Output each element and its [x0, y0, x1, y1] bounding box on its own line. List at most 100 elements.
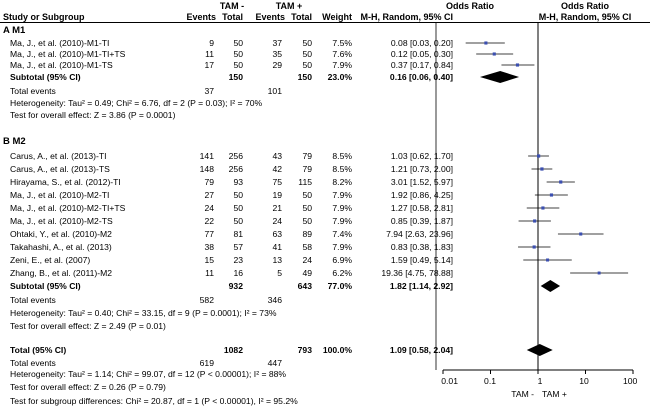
events2-cell: 346 [267, 295, 282, 305]
odds-ratio-cell: 0.83 [0.38, 1.83] [390, 242, 453, 252]
point-estimate [492, 52, 496, 56]
study-name: Ma, J., et al. (2010)-M1-TI+TS [10, 49, 126, 59]
weight-cell: 7.9% [332, 190, 352, 200]
total2-cell: 50 [302, 60, 312, 70]
total-label: Total (95% CI) [10, 345, 67, 355]
group1-header: TAM - [219, 1, 245, 11]
events2-cell: 43 [272, 151, 282, 161]
total-events-label: Total events [10, 295, 56, 305]
events1-header: Events [186, 12, 216, 22]
events1-cell: 141 [199, 151, 214, 161]
events2-cell: 19 [272, 190, 282, 200]
total-events-label: Total events [10, 86, 56, 96]
point-estimate [540, 167, 544, 171]
study-name: Ma, J., et al. (2010)-M1-TI [10, 38, 110, 48]
total1-cell: 81 [233, 229, 243, 239]
x-tick-label: 100 [623, 376, 638, 386]
events1-cell: 38 [204, 242, 214, 252]
weight-cell: 8.5% [332, 151, 352, 161]
total1-cell: 50 [233, 203, 243, 213]
total2-cell: 49 [302, 268, 312, 278]
group2-header: TAM + [275, 1, 303, 11]
events1-cell: 27 [204, 190, 214, 200]
heterogeneity-text: Heterogeneity: Tau² = 1.14; Chi² = 99.07… [10, 369, 287, 379]
total1-cell: 50 [233, 38, 243, 48]
point-estimate [515, 63, 520, 67]
x-tick-label: 1 [537, 376, 543, 386]
events2-cell: 29 [272, 60, 282, 70]
point-estimate [536, 154, 541, 158]
weight-cell: 8.5% [332, 164, 352, 174]
total2-cell: 79 [302, 151, 312, 161]
total2-cell: 50 [302, 190, 312, 200]
study-column-header: Study or Subgroup [3, 12, 85, 22]
total2-cell: 24 [302, 255, 312, 265]
weight-cell: 7.9% [332, 242, 352, 252]
point-estimate [579, 232, 583, 236]
point-estimate [549, 193, 554, 197]
total2-cell: 50 [302, 216, 312, 226]
total2-cell: 89 [302, 229, 312, 239]
subtotal-label: Subtotal (95% CI) [10, 72, 81, 82]
events1-cell: 37 [204, 86, 214, 96]
weight-cell: 77.0% [327, 281, 352, 291]
events2-cell: 21 [272, 203, 282, 213]
events2-cell: 75 [272, 177, 282, 187]
weight-cell: 23.0% [327, 72, 352, 82]
events1-cell: 9 [209, 38, 214, 48]
point-estimate [541, 206, 545, 210]
odds-ratio-cell: 7.94 [2.63, 23.96] [386, 229, 453, 239]
study-name: Ma, J., et al. (2010)-M2-TI [10, 190, 110, 200]
odds-ratio-cell: 1.27 [0.58, 2.81] [390, 203, 453, 213]
total1-cell: 50 [233, 216, 243, 226]
events2-cell: 13 [272, 255, 282, 265]
axis-right-label: TAM + [542, 389, 567, 399]
study-name: Carus, A., et al. (2013)-TS [10, 164, 110, 174]
weight-cell: 6.2% [332, 268, 352, 278]
total2-cell: 50 [302, 49, 312, 59]
point-estimate [559, 180, 563, 184]
total2-cell: 115 [298, 177, 312, 187]
events1-cell: 11 [205, 49, 214, 59]
point-estimate [546, 258, 550, 262]
events1-cell: 15 [204, 255, 214, 265]
total1-cell: 16 [233, 268, 243, 278]
events1-cell: 17 [204, 60, 214, 70]
odds-ratio-cell: 0.16 [0.06, 0.40] [389, 72, 453, 82]
total2-cell: 58 [302, 242, 312, 252]
events1-cell: 582 [199, 295, 214, 305]
events2-cell: 35 [272, 49, 282, 59]
odds-ratio-header-mid: Odds Ratio [445, 1, 494, 11]
study-name: Ma, J., et al. (2010)-M2-TS [10, 216, 113, 226]
total-events-label: Total events [10, 358, 56, 368]
odds-ratio-cell: 0.85 [0.39, 1.87] [390, 216, 453, 226]
total1-cell: 256 [228, 151, 243, 161]
subtotal-diamond [479, 71, 520, 83]
study-name: Zeni, E., et al. (2007) [10, 255, 91, 265]
events1-cell: 619 [199, 358, 214, 368]
odds-ratio-cell: 1.09 [0.58, 2.04] [389, 345, 453, 355]
total1-cell: 150 [228, 72, 243, 82]
total2-cell: 150 [297, 72, 312, 82]
subgroup-title: A M1 [3, 25, 26, 36]
overall-effect-text: Test for overall effect: Z = 2.49 (P = 0… [10, 321, 166, 331]
odds-ratio-cell: 0.12 [0.05, 0.30] [390, 49, 453, 59]
events1-cell: 24 [204, 203, 214, 213]
study-name: Takahashi, A., et al. (2013) [10, 242, 112, 252]
odds-ratio-cell: 19.36 [4.75, 78.88] [381, 268, 453, 278]
total2-cell: 793 [297, 345, 312, 355]
weight-cell: 7.9% [332, 60, 352, 70]
point-estimate [484, 41, 488, 45]
weight-cell: 8.2% [332, 177, 352, 187]
events2-cell: 447 [267, 358, 282, 368]
events1-cell: 148 [199, 164, 214, 174]
total2-header: Total [291, 12, 312, 22]
method-header-mid: M-H, Random, 95% CI [360, 12, 453, 22]
weight-cell: 7.6% [332, 49, 352, 59]
x-tick-label: 0.1 [484, 376, 496, 386]
total1-cell: 256 [228, 164, 243, 174]
method-header-right: M-H, Random, 95% CI [538, 12, 632, 22]
subtotal-label: Subtotal (95% CI) [10, 281, 81, 291]
total1-cell: 23 [233, 255, 243, 265]
study-name: Ma, J., et al. (2010)-M2-TI+TS [10, 203, 126, 213]
